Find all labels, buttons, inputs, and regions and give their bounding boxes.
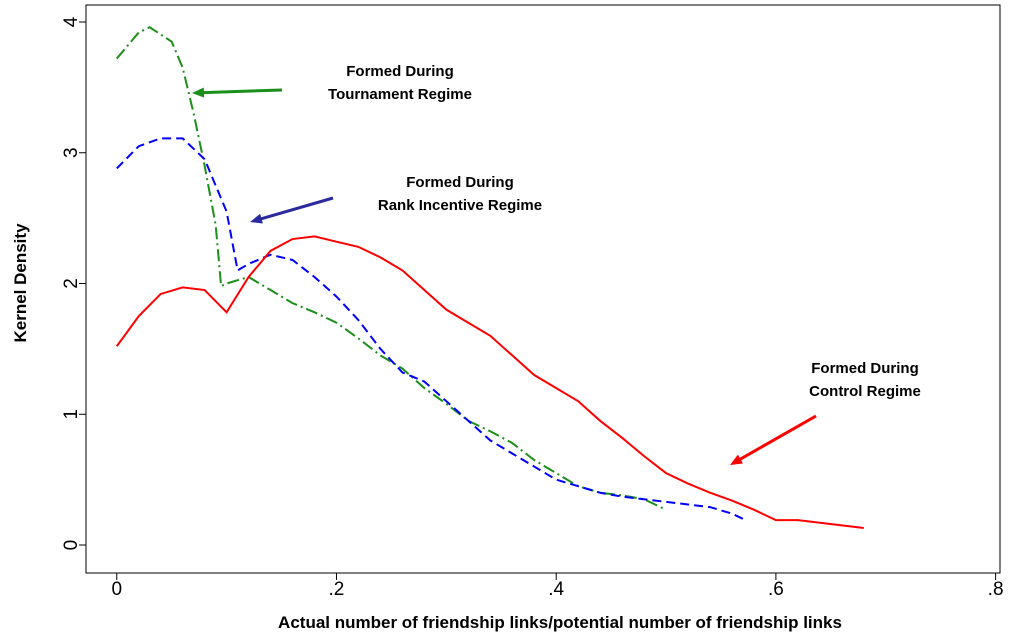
y-tick-label: 2 — [61, 278, 82, 289]
y-tick-label: 0 — [61, 540, 82, 551]
series-line — [116, 137, 744, 520]
y-tick-label: 1 — [61, 409, 82, 420]
annotation-arrow — [736, 414, 817, 463]
annotation-arrow — [199, 88, 283, 95]
x-tick-label: .2 — [329, 579, 345, 600]
x-tick-label: .8 — [988, 579, 1004, 600]
annotation: Control Regime — [809, 383, 921, 400]
arrow-head — [192, 87, 205, 98]
annotation: Formed During — [346, 63, 454, 80]
annotation-arrow — [257, 196, 334, 222]
x-tick-label: 0 — [111, 579, 122, 600]
arrow-head — [250, 213, 263, 224]
annotation: Formed During — [811, 360, 919, 377]
arrow-head — [730, 454, 743, 465]
plot-frame — [85, 4, 1001, 574]
annotation: Rank Incentive Regime — [378, 197, 542, 214]
x-axis-title: Actual number of friendship links/potent… — [278, 613, 842, 632]
series-line — [115, 26, 667, 511]
series-line — [115, 235, 864, 530]
x-tick-label: .6 — [768, 579, 784, 600]
y-tick-label: 4 — [61, 16, 82, 27]
y-tick-label: 3 — [61, 147, 82, 158]
y-axis-title: Kernel Density — [11, 223, 30, 343]
x-tick-label: .4 — [548, 579, 564, 600]
annotation: Formed During — [406, 174, 514, 191]
annotation: Tournament Regime — [328, 86, 472, 103]
